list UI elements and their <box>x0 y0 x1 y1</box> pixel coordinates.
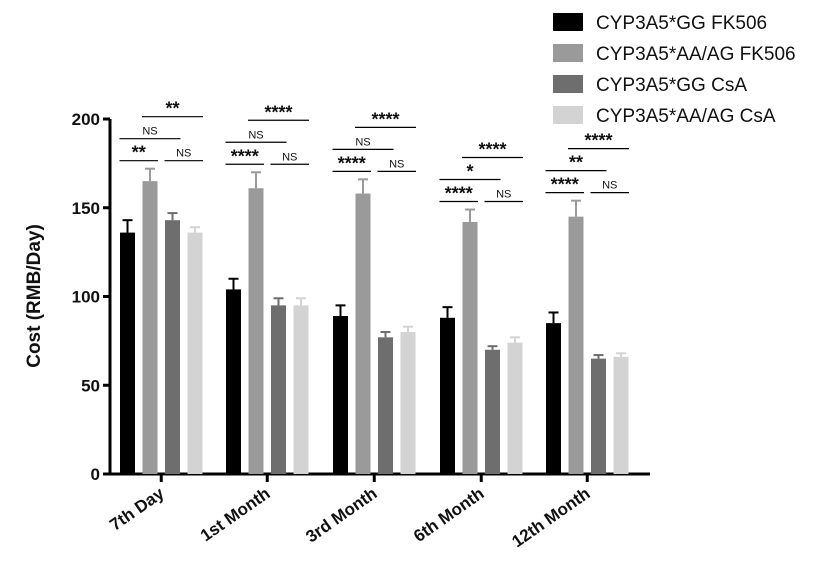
significance-label: **** <box>371 109 399 129</box>
significance-label: **** <box>478 140 506 160</box>
y-tick-label: 50 <box>81 376 100 395</box>
significance-label: NS <box>602 180 617 192</box>
x-tick-labels: 7th Day 1st Month 3rd Month 6th Month 12th M… <box>106 483 593 551</box>
x-tick-label: 1st Month <box>197 484 274 546</box>
bar <box>165 220 180 474</box>
bar <box>271 305 286 474</box>
bar <box>485 349 500 474</box>
legend-swatch <box>553 44 583 62</box>
bar <box>613 356 629 474</box>
significance-label: NS <box>496 189 511 201</box>
legend-swatch <box>553 106 583 124</box>
significance-label: NS <box>142 126 157 138</box>
bar <box>462 221 478 474</box>
bar <box>187 232 203 474</box>
x-tick-label: 6th Month <box>410 484 487 546</box>
significance-label: NS <box>355 136 370 148</box>
bar <box>226 289 241 474</box>
significance-label: ** <box>165 99 179 119</box>
bar <box>591 358 606 474</box>
bar <box>333 316 348 474</box>
legend-label: CYP3A5*AA/AG CsA <box>596 106 776 127</box>
legend-swatch <box>553 13 583 31</box>
x-tick-label: 3rd Month <box>302 484 380 547</box>
significance-label: * <box>466 162 473 182</box>
significance-label: NS <box>176 148 191 160</box>
significance-label: **** <box>584 131 612 151</box>
legend-swatch <box>553 75 583 93</box>
bar <box>120 232 135 474</box>
significance-label: NS <box>282 151 297 163</box>
y-tick-label: 100 <box>72 288 100 307</box>
bar <box>440 317 455 474</box>
bar <box>142 181 158 474</box>
bars <box>120 167 629 475</box>
y-axis-label: Cost (RMB/Day) <box>24 224 45 368</box>
bar <box>507 342 523 474</box>
significance-label: ** <box>132 143 146 163</box>
significance-label: NS <box>389 158 404 170</box>
y-tick-label: 150 <box>72 199 100 218</box>
legend-label: CYP3A5*AA/AG FK506 <box>596 44 796 65</box>
significance-label: **** <box>264 102 292 122</box>
legend-label: CYP3A5*GG FK506 <box>596 13 767 34</box>
significance-label: **** <box>231 146 259 166</box>
significance-label: **** <box>445 184 473 204</box>
significance-annotations: **NS**NS ****NS****NS ****NS****NS********… <box>119 99 629 204</box>
y-tick-label: 200 <box>72 110 100 129</box>
significance-label: NS <box>248 129 263 141</box>
bar <box>378 337 393 474</box>
significance-label: **** <box>338 153 366 173</box>
bar <box>568 216 584 474</box>
bar <box>400 332 416 474</box>
significance-label: **** <box>551 175 579 195</box>
x-tick-label: 7th Day <box>106 483 168 534</box>
bar <box>293 305 309 474</box>
bar <box>248 188 264 474</box>
significance-label: ** <box>569 153 583 173</box>
y-tick-label: 0 <box>91 465 100 484</box>
bar <box>546 323 561 474</box>
legend-label: CYP3A5*GG CsA <box>596 75 747 96</box>
x-tick-label: 12th Month <box>508 484 593 552</box>
bar <box>355 193 371 475</box>
legend: CYP3A5*GG FK506 CYP3A5*AA/AG FK506 CYP3A5*… <box>553 13 796 127</box>
